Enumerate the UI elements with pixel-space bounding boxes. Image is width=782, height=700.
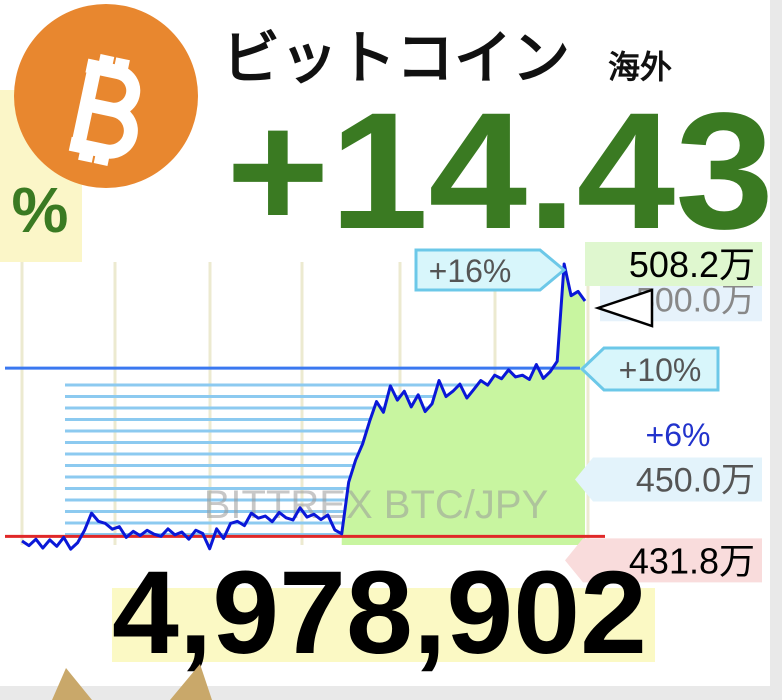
title: ビットコイン bbox=[222, 26, 570, 91]
pct-tag-label: +16% bbox=[429, 253, 512, 289]
price-tag bbox=[575, 457, 762, 502]
price-tag-label: 450.0万 bbox=[636, 462, 755, 500]
price-tag bbox=[585, 241, 762, 286]
price-tag bbox=[565, 538, 762, 583]
change: +14.43 bbox=[226, 79, 774, 264]
pct-note: +6% bbox=[646, 417, 711, 453]
bitcoin-logo bbox=[14, 4, 198, 188]
price: 4,978,902 bbox=[112, 547, 647, 679]
price-tag-label: 431.8万 bbox=[629, 540, 755, 581]
badge: % bbox=[12, 174, 69, 246]
pct-tag bbox=[414, 248, 567, 292]
decoration bbox=[52, 664, 212, 700]
pct-tag-label: +10% bbox=[619, 352, 702, 388]
watermark: BITTREX BTC/JPY bbox=[204, 483, 549, 527]
price-tag-label: 500.0万 bbox=[636, 281, 755, 319]
price-bg bbox=[112, 588, 655, 662]
pct-tag bbox=[579, 346, 720, 392]
price-tag-label: 508.2万 bbox=[629, 244, 755, 285]
bitcoin-b bbox=[68, 54, 141, 166]
region: 海外 bbox=[608, 49, 672, 85]
price-line bbox=[21, 262, 587, 551]
marker bbox=[594, 288, 654, 328]
area bbox=[341, 263, 585, 545]
